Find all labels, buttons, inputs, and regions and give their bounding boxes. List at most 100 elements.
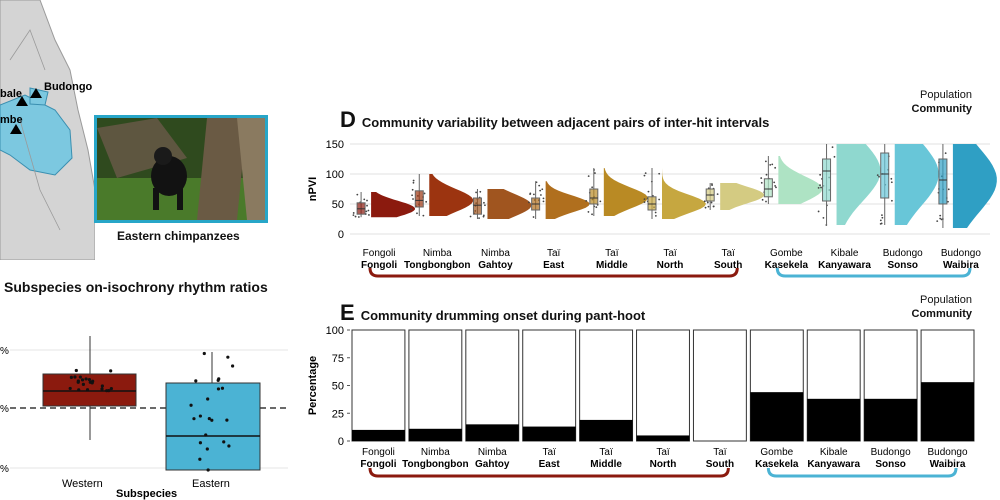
panel-e-bar <box>408 428 462 441</box>
panel-d-point <box>365 210 368 213</box>
panel-d-point <box>363 198 366 201</box>
panel-c-title: Subspecies on-isochrony rhythm ratios <box>4 279 268 295</box>
panel-e-population-label: Taï <box>713 447 727 458</box>
panel-d-population-label: Taï <box>605 248 619 259</box>
panel-d-point <box>540 194 542 196</box>
panel-d-community-label: Tongbongbon <box>404 260 470 271</box>
panel-e-population-label: Taï <box>599 447 613 458</box>
panel-d-point <box>352 212 355 214</box>
panel-d-box <box>589 188 599 205</box>
panel-e-bar <box>465 424 519 441</box>
panel-d-point <box>831 146 834 149</box>
panel-d-box <box>414 190 424 208</box>
panel-c-point <box>90 381 94 385</box>
panel-c-points <box>68 351 235 472</box>
panel-e-bar <box>750 392 804 441</box>
panel-c-point <box>109 369 113 373</box>
panel-d-point <box>775 186 777 189</box>
panel-d-community-label: North <box>657 260 684 271</box>
panel-c-point <box>206 397 210 401</box>
panel-d-ytick-label: 0 <box>338 229 344 241</box>
panel-c-point <box>100 387 104 391</box>
panel-d-point <box>819 173 822 176</box>
panel-d-population-label: Fongoli <box>363 248 396 259</box>
panel-e-population-label: Gombe <box>760 447 793 458</box>
panel-d-point <box>658 172 661 175</box>
panel-d-point <box>366 199 368 202</box>
panel-d-point <box>416 212 418 215</box>
panel-d-violin <box>371 192 415 218</box>
panel-d-point <box>704 206 707 209</box>
panel-d-point <box>769 164 772 166</box>
panel-d-point <box>591 186 594 189</box>
panel-d-box <box>822 158 832 202</box>
panel-d-chart: 050100150nPVIFongoliFongoliNimbaTongbong… <box>307 139 997 278</box>
panel-e-ylabel: Percentage <box>307 356 319 415</box>
panel-e-population-label: Budongo <box>871 447 911 458</box>
panel-e-population-label: Taï <box>543 447 557 458</box>
panel-d-point <box>423 192 426 195</box>
panel-d-box <box>880 152 890 199</box>
panel-e-community-label: Tongbongbon <box>402 459 468 470</box>
panel-d-point <box>594 172 596 174</box>
panel-d-community-label: Kasekela <box>765 260 809 271</box>
panel-d-violin <box>487 189 532 219</box>
panel-d-point <box>710 201 713 204</box>
panel-c-point <box>222 440 226 444</box>
panel-e-ytick-label: 100 <box>326 325 344 337</box>
gombe-marker <box>10 124 22 134</box>
panel-d-point <box>532 193 535 196</box>
panel-e-bar-frame <box>351 329 406 442</box>
kibale-marker <box>16 96 28 106</box>
panel-c-point <box>87 377 92 382</box>
panel-d-population-bracket <box>775 267 972 278</box>
panel-d-ylabel: nPVI <box>307 177 319 201</box>
panel-e-community-label: South <box>706 459 734 470</box>
panel-c-point <box>216 378 220 382</box>
panel-d-point <box>585 199 588 202</box>
panel-c-xtick-eastern: Eastern <box>192 478 230 490</box>
panel-d-box <box>647 196 657 211</box>
panel-d-letter: D <box>340 107 356 132</box>
panel-d-box <box>763 178 773 198</box>
panel-c-point <box>109 386 113 391</box>
panel-d-point <box>764 160 767 163</box>
panel-d-point <box>539 189 542 192</box>
panel-c-point <box>210 418 214 422</box>
panel-c-point <box>207 417 211 421</box>
panel-c-point <box>69 375 73 379</box>
panel-d-point <box>644 172 647 174</box>
map-label-kibale: bale <box>0 88 22 100</box>
panel-c-point <box>100 384 104 388</box>
panel-e-bar <box>352 429 405 441</box>
panel-e-population-label: Budongo <box>928 447 968 458</box>
panel-d-point <box>833 155 836 158</box>
panel-d-point <box>774 184 777 187</box>
panel-d-point <box>947 200 949 203</box>
panel-c-point <box>189 403 193 407</box>
panel-e-community-label: Waibira <box>930 459 966 470</box>
panel-d-point <box>765 173 768 176</box>
panel-d-title: Community variability between adjacent p… <box>361 115 770 130</box>
panel-d-point <box>529 192 532 195</box>
panel-c-ytick-bottom: % <box>0 464 9 475</box>
panel-d-population-label: Taï <box>547 248 561 259</box>
panel-d-point <box>773 181 776 184</box>
panel-d-point <box>412 198 414 200</box>
panel-c-point <box>204 433 208 437</box>
panel-c-point <box>78 375 82 379</box>
panel-e-community-label: Fongoli <box>360 459 396 470</box>
panel-d-point <box>944 152 947 155</box>
panel-d-point <box>484 204 486 207</box>
panel-e-chart: 0255075100PercentageFongoliFongoliNimbaT… <box>307 325 975 478</box>
panel-d-violin <box>778 156 823 204</box>
panel-c-point <box>206 468 210 472</box>
panel-d-population-label: Nimba <box>481 248 510 259</box>
panel-c-point <box>194 379 198 383</box>
panel-d-point <box>819 184 821 187</box>
panel-d-population-bracket <box>368 267 739 278</box>
panel-e-community-label: Gahtoy <box>475 459 510 470</box>
panel-d-point <box>475 191 478 194</box>
panel-d-point <box>356 193 359 196</box>
panel-c-ytick-mid: % <box>0 404 9 415</box>
